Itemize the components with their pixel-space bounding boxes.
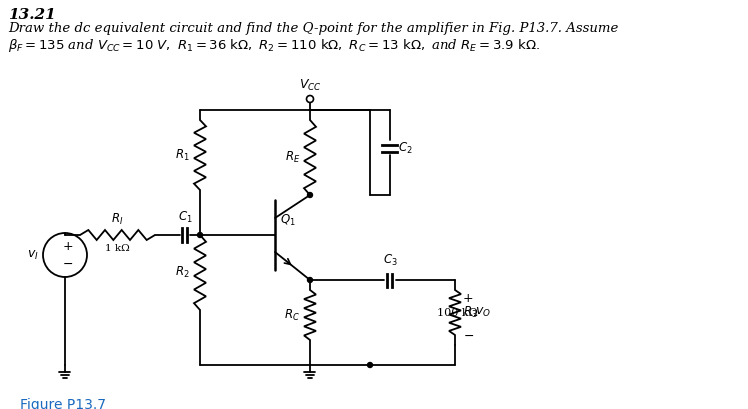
Text: $-$: $-$ bbox=[463, 328, 474, 342]
Circle shape bbox=[307, 277, 313, 283]
Text: $R_I$: $R_I$ bbox=[111, 212, 123, 227]
Text: $V_{CC}$: $V_{CC}$ bbox=[298, 78, 322, 93]
Text: 1 kΩ: 1 kΩ bbox=[105, 244, 130, 253]
Text: $-$: $-$ bbox=[62, 256, 73, 270]
Text: 13.21: 13.21 bbox=[8, 8, 56, 22]
Circle shape bbox=[307, 193, 313, 198]
Text: $v_I$: $v_I$ bbox=[27, 248, 39, 261]
Text: $C_2$: $C_2$ bbox=[398, 140, 413, 155]
Circle shape bbox=[367, 362, 373, 368]
Text: Figure P13.7: Figure P13.7 bbox=[20, 398, 106, 409]
Text: $\beta_F = 135$ and $V_{CC} = 10\ V,\ R_1 = 36\ \mathrm{k}\Omega,\ R_2 = 110\ \m: $\beta_F = 135$ and $V_{CC} = 10\ V,\ R_… bbox=[8, 37, 540, 54]
Text: $R_3$: $R_3$ bbox=[463, 305, 478, 320]
Circle shape bbox=[197, 232, 203, 238]
Text: $R_2$: $R_2$ bbox=[175, 265, 190, 280]
Text: +: + bbox=[63, 240, 73, 254]
Text: $Q_1$: $Q_1$ bbox=[280, 212, 295, 227]
Text: 100 kΩ: 100 kΩ bbox=[437, 308, 478, 317]
Text: +: + bbox=[463, 292, 473, 304]
Text: $C_1$: $C_1$ bbox=[178, 210, 192, 225]
Text: $R_1$: $R_1$ bbox=[175, 148, 190, 162]
Text: $C_3$: $C_3$ bbox=[383, 253, 397, 268]
Text: Draw the dc equivalent circuit and find the Q-point for the amplifier in Fig. P1: Draw the dc equivalent circuit and find … bbox=[8, 22, 619, 35]
Text: $R_E$: $R_E$ bbox=[285, 150, 300, 165]
Text: $R_C$: $R_C$ bbox=[284, 308, 300, 323]
Text: $v_O$: $v_O$ bbox=[475, 306, 491, 319]
